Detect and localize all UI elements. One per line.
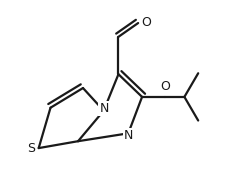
Text: N: N [99,102,109,115]
Text: O: O [141,15,151,29]
Text: S: S [27,142,35,155]
Text: O: O [160,80,170,93]
Text: N: N [124,129,133,142]
